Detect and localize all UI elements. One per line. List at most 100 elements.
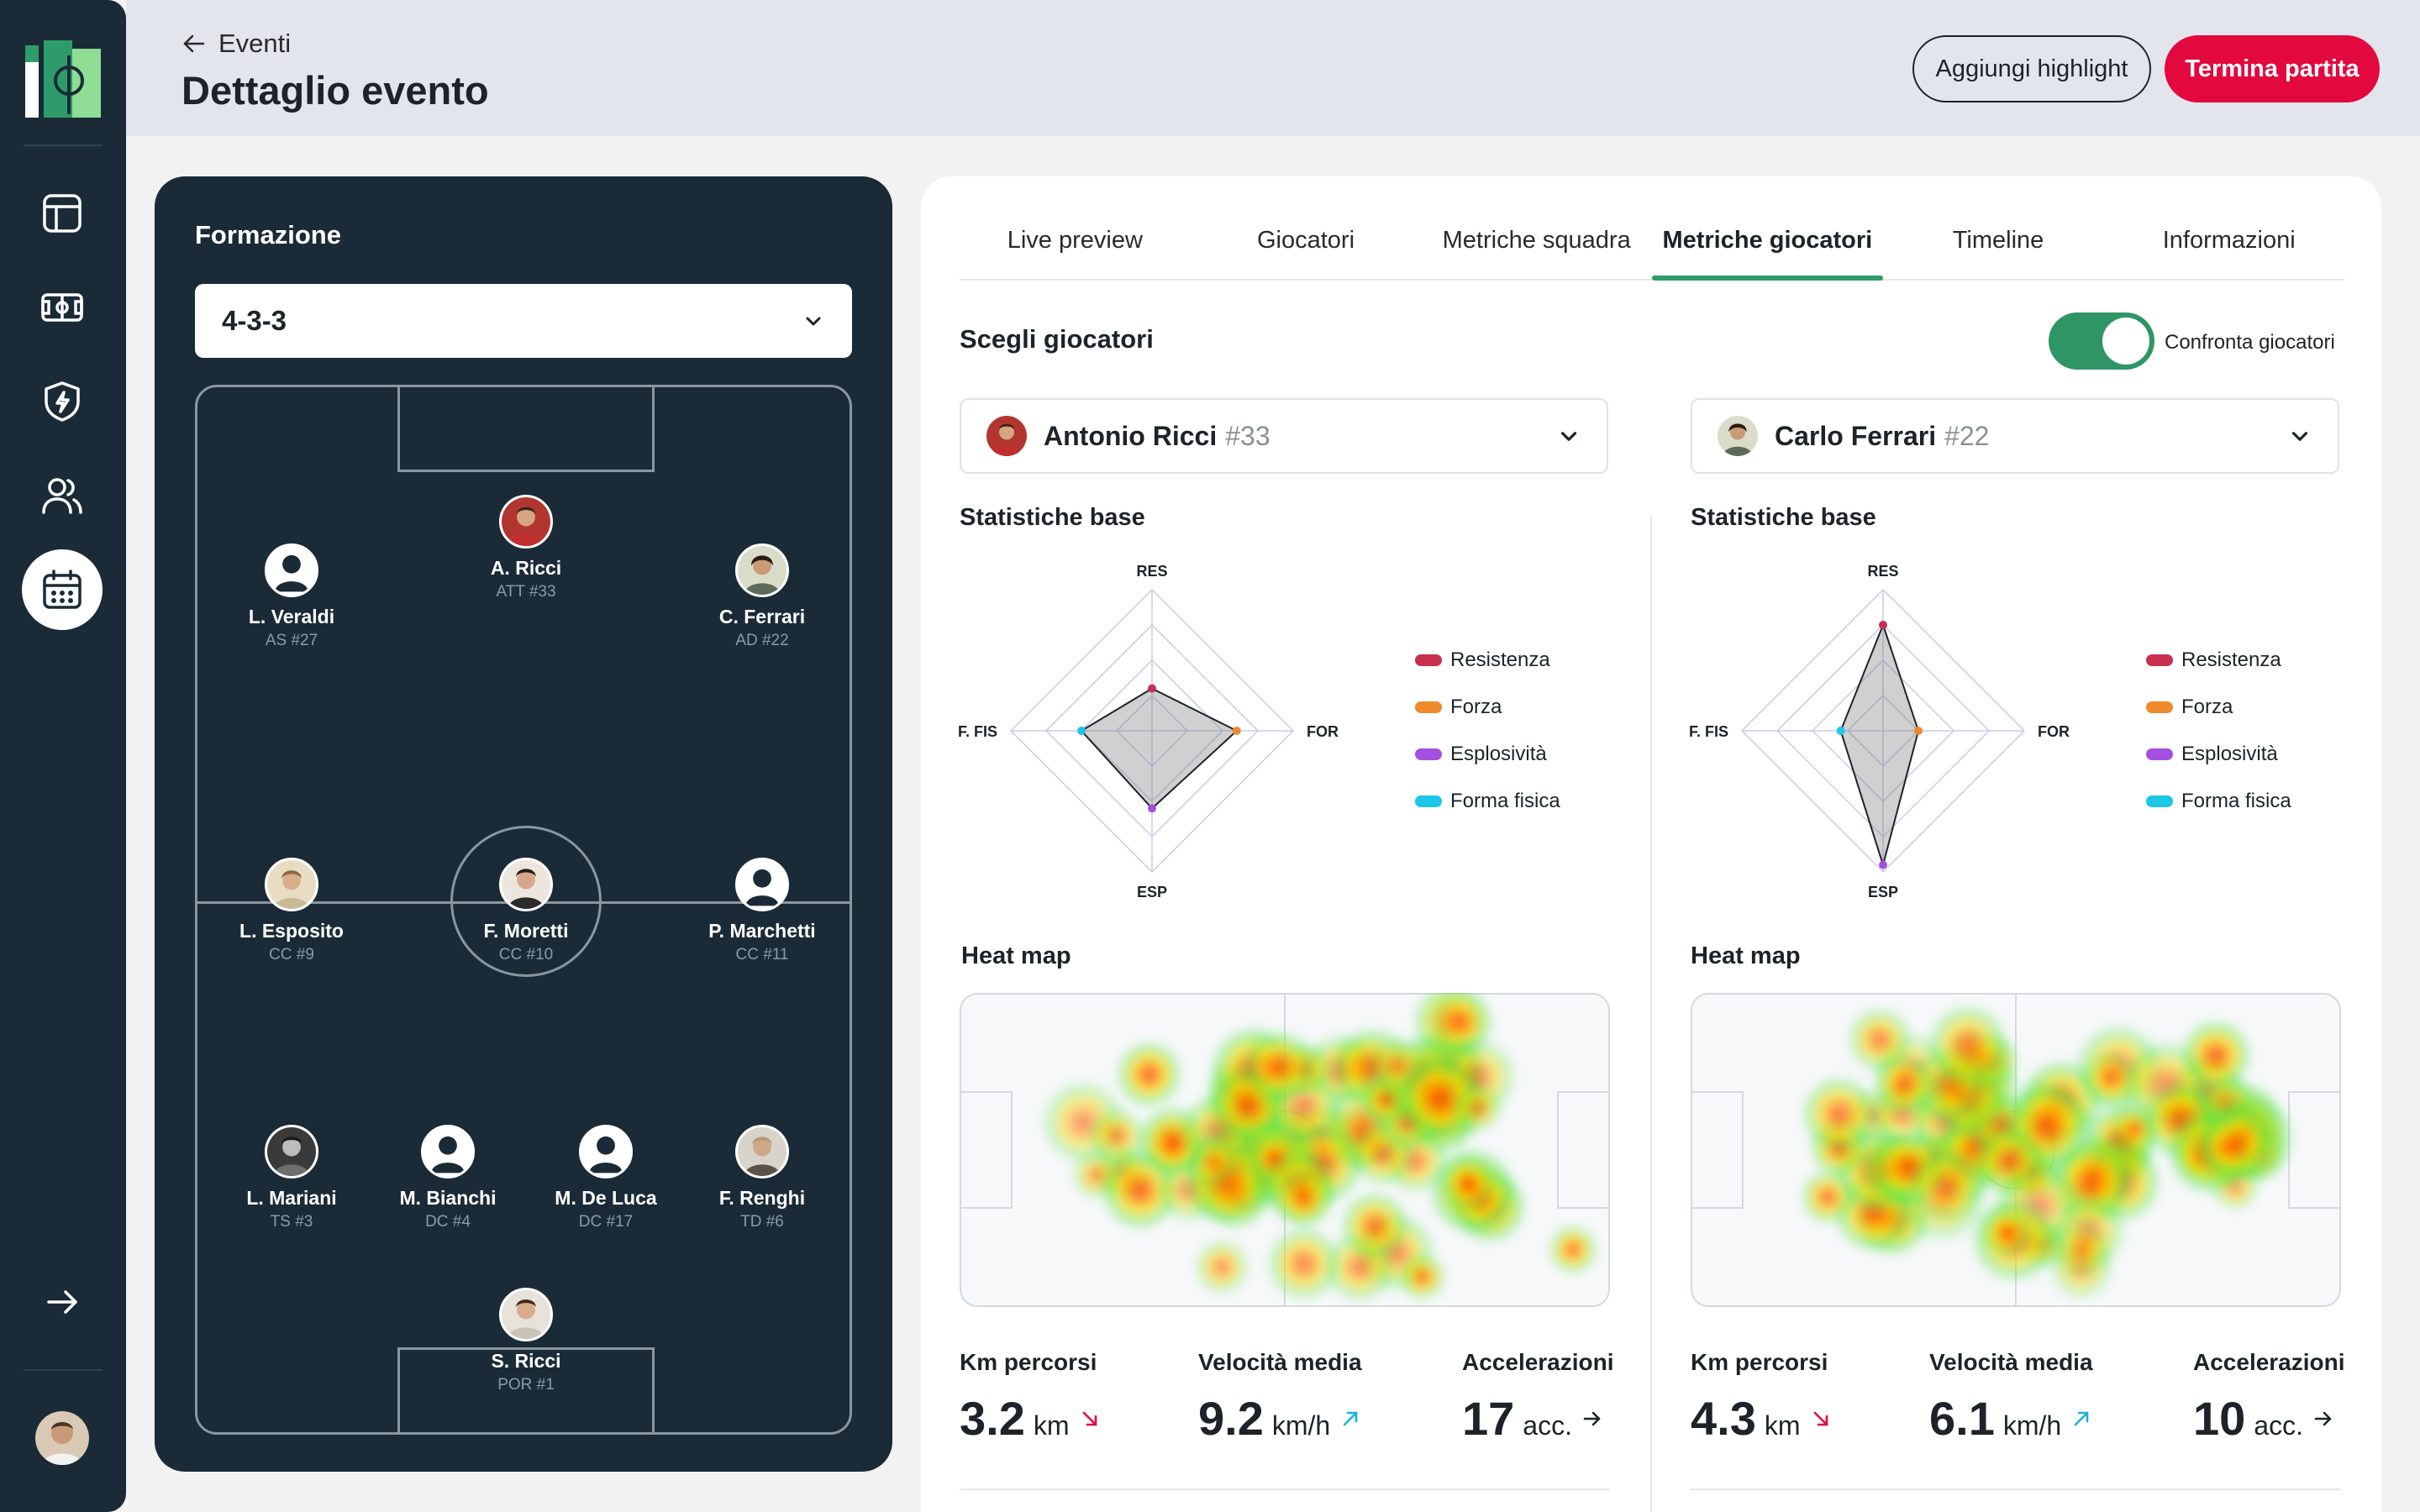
player-bianchi[interactable]: M. Bianchi DC #4 — [372, 1125, 523, 1231]
back-link[interactable]: Eventi — [182, 29, 291, 59]
penalty-box-bottom — [397, 1347, 655, 1435]
player-role: DC #17 — [578, 1213, 634, 1231]
user-avatar[interactable] — [35, 1411, 89, 1465]
arrow-right-icon — [47, 1290, 77, 1314]
player-ferrari[interactable]: C. Ferrari AD #22 — [687, 543, 838, 650]
heat-spot — [1428, 993, 1495, 1055]
formation-panel: Formazione 4-3-3 A. Ricci ATT #33 L. Ver… — [155, 176, 892, 1472]
heat-spot — [1088, 1107, 1146, 1165]
player-name: S. Ricci — [491, 1350, 561, 1372]
bottom-divider-left — [960, 1488, 1610, 1490]
player-avatar — [986, 416, 1027, 456]
sidebar — [0, 0, 126, 1512]
radar-chart-right: RES FOR ESP F. FIS — [1689, 563, 2070, 900]
heat-map-box-right — [1557, 1091, 1610, 1209]
player-avatar — [1718, 416, 1758, 456]
radar-axis-label: F. FIS — [1689, 723, 1728, 740]
stat-km-right: Km percorsi 4.3 km — [1691, 1349, 1831, 1446]
player-name: L. Esposito — [239, 920, 344, 942]
legend-swatch — [2146, 795, 2173, 807]
trend-down-icon — [1082, 1411, 1097, 1425]
legend-swatch — [2146, 701, 2173, 713]
pitch: A. Ricci ATT #33 L. Veraldi AS #27 C. Fe… — [195, 385, 852, 1435]
legend-item-esplosivita: Esplosività — [2146, 731, 2291, 778]
legend-label: Forma fisica — [1450, 790, 1560, 812]
nav-players[interactable] — [22, 455, 103, 536]
player-role: TD #6 — [740, 1213, 784, 1231]
heat-spot — [1274, 1169, 1334, 1229]
nav-team[interactable] — [22, 361, 103, 442]
stat-number: 3.2 — [960, 1392, 1025, 1445]
sidebar-divider — [24, 144, 103, 146]
player-ricci-a[interactable]: A. Ricci ATT #33 — [450, 495, 602, 601]
player-renghi[interactable]: F. Renghi TD #6 — [687, 1125, 838, 1231]
player-role: ATT #33 — [496, 583, 556, 601]
player-avatar — [265, 1125, 318, 1179]
player-avatar — [265, 858, 318, 911]
page-header: Eventi Dettaglio evento Aggiungi highlig… — [126, 0, 2420, 136]
legend-swatch — [1415, 701, 1442, 713]
tab-live-preview[interactable]: Live preview — [1007, 227, 1143, 254]
stat-unit: km/h — [1271, 1410, 1331, 1441]
tab-metriche-giocatori[interactable]: Metriche giocatori — [1652, 217, 1883, 281]
radar-point — [1879, 621, 1887, 629]
stat-unit: acc. — [1523, 1410, 1572, 1441]
legend-item-resistenza: Resistenza — [2146, 637, 2291, 684]
heat-spot — [1847, 1007, 1912, 1073]
heat-spot — [1548, 1225, 1598, 1274]
stat-label: Accelerazioni — [1462, 1349, 1614, 1375]
radar-axis-label: FOR — [2038, 723, 2070, 740]
back-label: Eventi — [218, 29, 292, 58]
player-avatar — [499, 1288, 553, 1341]
player-mariani[interactable]: L. Mariani TS #3 — [216, 1125, 367, 1231]
legend-label: Esplosività — [2181, 743, 2278, 765]
legend-swatch — [1415, 795, 1442, 807]
player-avatar — [499, 495, 553, 549]
nav-dashboard[interactable] — [22, 173, 103, 254]
player-veraldi[interactable]: L. Veraldi AS #27 — [216, 543, 367, 650]
formation-value: 4-3-3 — [222, 305, 287, 336]
radar-legend-right: Resistenza Forza Esplosività Forma fisic… — [2146, 637, 2291, 825]
player-name: F. Renghi — [718, 1187, 806, 1209]
formation-select[interactable]: 4-3-3 — [195, 284, 852, 358]
player-moretti[interactable]: F. Moretti CC #10 — [450, 858, 602, 964]
collapse-sidebar-button[interactable] — [22, 1262, 103, 1342]
end-match-button[interactable]: Termina partita — [2165, 35, 2380, 102]
nav-matches[interactable] — [22, 267, 103, 348]
bottom-divider-right — [1691, 1488, 2341, 1490]
nav-events[interactable] — [22, 549, 103, 630]
pitch-icon — [41, 293, 83, 322]
legend-label: Forma fisica — [2181, 790, 2291, 812]
tab-timeline[interactable]: Timeline — [1952, 227, 2044, 254]
player-avatar — [735, 1125, 789, 1179]
player-esposito[interactable]: L. Esposito CC #9 — [216, 858, 367, 964]
radar-point — [1232, 727, 1241, 735]
heat-spot — [2199, 1109, 2271, 1181]
radar-point — [1836, 727, 1845, 735]
left-player-select[interactable]: Antonio Ricci #33 — [960, 398, 1608, 474]
player-deluca[interactable]: M. De Luca DC #17 — [530, 1125, 681, 1231]
stat-number: 9.2 — [1198, 1392, 1264, 1445]
heat-spot — [1800, 1075, 1878, 1153]
legend-item-forza: Forza — [1415, 684, 1560, 731]
add-highlight-button[interactable]: Aggiungi highlight — [1912, 35, 2151, 102]
heat-map-box-left — [960, 1091, 1013, 1209]
legend-item-forma-fisica: Forma fisica — [2146, 778, 2291, 825]
tab-giocatori[interactable]: Giocatori — [1256, 227, 1355, 254]
player-marchetti[interactable]: P. Marchetti CC #11 — [687, 858, 838, 964]
base-stats-title: Statistiche base — [960, 504, 1145, 531]
compare-toggle[interactable] — [2049, 312, 2154, 370]
tab-informazioni[interactable]: Informazioni — [2162, 227, 2296, 254]
tab-metriche-squadra[interactable]: Metriche squadra — [1442, 227, 1631, 254]
player-avatar — [579, 1125, 633, 1179]
legend-item-forma-fisica: Forma fisica — [1415, 778, 1560, 825]
legend-item-forza: Forza — [2146, 684, 2291, 731]
legend-label: Resistenza — [1450, 648, 1550, 671]
legend-swatch — [1415, 654, 1442, 666]
player-ricci-s[interactable]: S. Ricci POR #1 — [450, 1288, 602, 1394]
right-player-select[interactable]: Carlo Ferrari #22 — [1691, 398, 2339, 474]
stat-number: 6.1 — [1929, 1392, 1995, 1445]
heat-spot — [1194, 1239, 1250, 1295]
heat-map-blobs — [1800, 1004, 2295, 1300]
stat-number: 17 — [1462, 1392, 1515, 1445]
